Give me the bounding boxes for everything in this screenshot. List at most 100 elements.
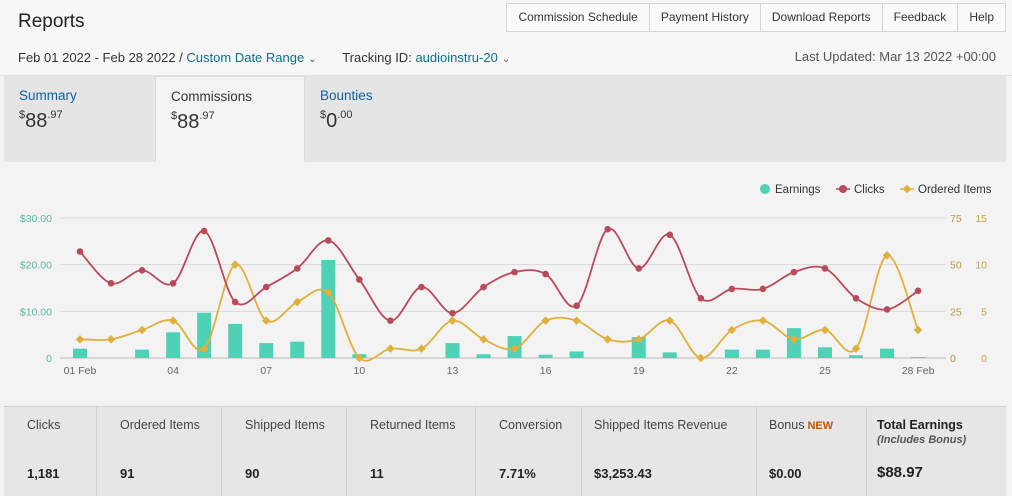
payment-history-link[interactable]: Payment History bbox=[650, 4, 761, 31]
tab-commissions-amount: $88.97 bbox=[171, 110, 289, 134]
clicks-point bbox=[449, 309, 456, 317]
stat-value: $0.00 bbox=[769, 466, 802, 481]
earnings-bar bbox=[724, 349, 739, 358]
stat-shipped-revenue: Shipped Items Revenue $3,253.43 bbox=[582, 407, 757, 496]
ordered-items-point bbox=[696, 353, 706, 363]
earnings-bar bbox=[228, 323, 243, 358]
stat-shipped-items: Shipped Items 90 bbox=[222, 407, 347, 496]
tracking-id-dropdown[interactable]: Tracking ID: audioinstru-20 ⌄ bbox=[342, 50, 510, 65]
earnings-bar bbox=[569, 351, 584, 358]
amount-whole: 88 bbox=[25, 110, 48, 132]
help-link[interactable]: Help bbox=[969, 10, 994, 24]
tracking-value[interactable]: audioinstru-20 bbox=[415, 50, 498, 65]
tab-bounties-amount: $0.00 bbox=[320, 109, 440, 133]
legend-earnings-icon bbox=[760, 184, 770, 194]
commission-schedule-link[interactable]: Commission Schedule bbox=[507, 4, 650, 31]
tab-commissions-label[interactable]: Commissions bbox=[171, 89, 253, 104]
tab-summary-label[interactable]: Summary bbox=[19, 88, 77, 103]
clicks-point bbox=[262, 283, 270, 291]
earnings-bar bbox=[445, 343, 460, 358]
clicks-point bbox=[883, 306, 891, 313]
clicks-point bbox=[169, 280, 177, 287]
clicks-point bbox=[914, 287, 922, 295]
x-tick-label: 10 bbox=[354, 365, 366, 377]
chevron-down-icon: ⌄ bbox=[308, 54, 317, 65]
x-tick-label: 01 Feb bbox=[64, 365, 97, 377]
x-tick-label: 25 bbox=[819, 365, 831, 377]
earnings-bar bbox=[755, 349, 770, 358]
y-right-outer-tick-label: 25 bbox=[950, 306, 962, 318]
tab-bounties[interactable]: Bounties $0.00 bbox=[305, 76, 455, 162]
ordered-items-point bbox=[541, 316, 550, 325]
new-badge: NEW bbox=[807, 420, 834, 432]
amount-cents: .00 bbox=[337, 109, 353, 121]
currency-symbol: $ bbox=[171, 110, 178, 122]
clicks-point bbox=[790, 268, 798, 276]
clicks-point bbox=[418, 283, 425, 291]
earnings-bar bbox=[662, 352, 677, 358]
stat-value: 91 bbox=[120, 466, 135, 481]
stat-total-earnings: Total Earnings (Includes Bonus) $88.97 bbox=[867, 407, 1006, 496]
clicks-point bbox=[728, 285, 736, 293]
stat-label: Returned Items bbox=[370, 418, 456, 432]
page-title: Reports bbox=[18, 11, 85, 32]
stat-bonus: Bonus NEW $0.00 bbox=[757, 407, 867, 496]
stat-returned-items: Returned Items 11 bbox=[347, 407, 476, 496]
clicks-line bbox=[79, 227, 919, 322]
clicks-point bbox=[635, 265, 643, 272]
tab-summary[interactable]: Summary $88.97 bbox=[4, 76, 154, 162]
ordered-items-point bbox=[417, 344, 426, 353]
stat-label: Total Earnings bbox=[877, 418, 963, 432]
stat-value: 11 bbox=[370, 466, 384, 481]
ordered-items-point bbox=[603, 335, 612, 344]
reports-header: Reports Commission Schedule Payment Hist… bbox=[0, 0, 1012, 76]
ordered-items-point bbox=[727, 325, 737, 335]
stat-ordered-items: Ordered Items 91 bbox=[97, 407, 222, 496]
earnings-chart: 0 0 0 $10.00 25 5 $20.00 50 10 $30.00 75 15 01 Feb 04… bbox=[20, 184, 992, 377]
stat-value: 1,181 bbox=[27, 466, 60, 481]
ordered-items-point bbox=[386, 344, 395, 353]
clicks-point bbox=[511, 268, 518, 276]
active-tab-pointer bbox=[220, 162, 240, 172]
chevron-down-icon: ⌄ bbox=[501, 54, 511, 65]
stat-clicks: Clicks 1,181 bbox=[4, 407, 97, 496]
currency-symbol: $ bbox=[19, 109, 26, 121]
clicks-point bbox=[542, 270, 549, 278]
clicks-point bbox=[356, 276, 363, 283]
feedback-link[interactable]: Feedback bbox=[883, 4, 959, 31]
clicks-point bbox=[138, 266, 146, 274]
currency-symbol: $ bbox=[320, 109, 327, 121]
ordered-items-point bbox=[293, 297, 302, 307]
clicks-point bbox=[231, 298, 239, 306]
date-range-link[interactable]: Custom Date Range bbox=[186, 50, 305, 65]
y-right-inner-tick-label: 10 bbox=[975, 260, 987, 272]
tab-bounties-label[interactable]: Bounties bbox=[320, 88, 373, 103]
clicks-point bbox=[200, 227, 208, 235]
ordered-items-point bbox=[448, 316, 457, 325]
stat-value: 90 bbox=[245, 466, 260, 481]
ordered-items-point bbox=[75, 335, 85, 344]
stat-label: Ordered Items bbox=[120, 418, 200, 432]
stats-bar: Clicks 1,181 Ordered Items 91 Shipped It… bbox=[4, 406, 1006, 496]
download-reports-link[interactable]: Download Reports bbox=[761, 4, 883, 31]
earnings-bar bbox=[73, 348, 87, 358]
clicks-point bbox=[76, 248, 84, 255]
date-range-dropdown[interactable]: Custom Date Range ⌄ bbox=[186, 50, 316, 65]
ordered-items-point bbox=[137, 325, 147, 335]
legend-ordered-label: Ordered Items bbox=[918, 184, 992, 196]
clicks-point bbox=[480, 283, 487, 291]
y-right-outer-tick-label: 75 bbox=[950, 213, 962, 225]
earnings-bar bbox=[321, 260, 336, 358]
ordered-items-point bbox=[913, 325, 923, 335]
earnings-bar bbox=[817, 347, 832, 358]
amount-cents: .97 bbox=[47, 109, 63, 121]
clicks-point bbox=[666, 231, 674, 239]
ordered-items-point bbox=[572, 316, 581, 325]
clicks-point bbox=[759, 285, 767, 293]
tab-commissions[interactable]: Commissions $88.97 bbox=[155, 76, 305, 164]
date-range-text: Feb 01 2022 - Feb 28 2022 / bbox=[18, 50, 183, 65]
x-tick-label: 19 bbox=[633, 365, 645, 377]
tab-summary-amount: $88.97 bbox=[19, 109, 139, 133]
clicks-point bbox=[604, 225, 611, 233]
stat-conversion: Conversion 7.71% bbox=[476, 407, 582, 496]
